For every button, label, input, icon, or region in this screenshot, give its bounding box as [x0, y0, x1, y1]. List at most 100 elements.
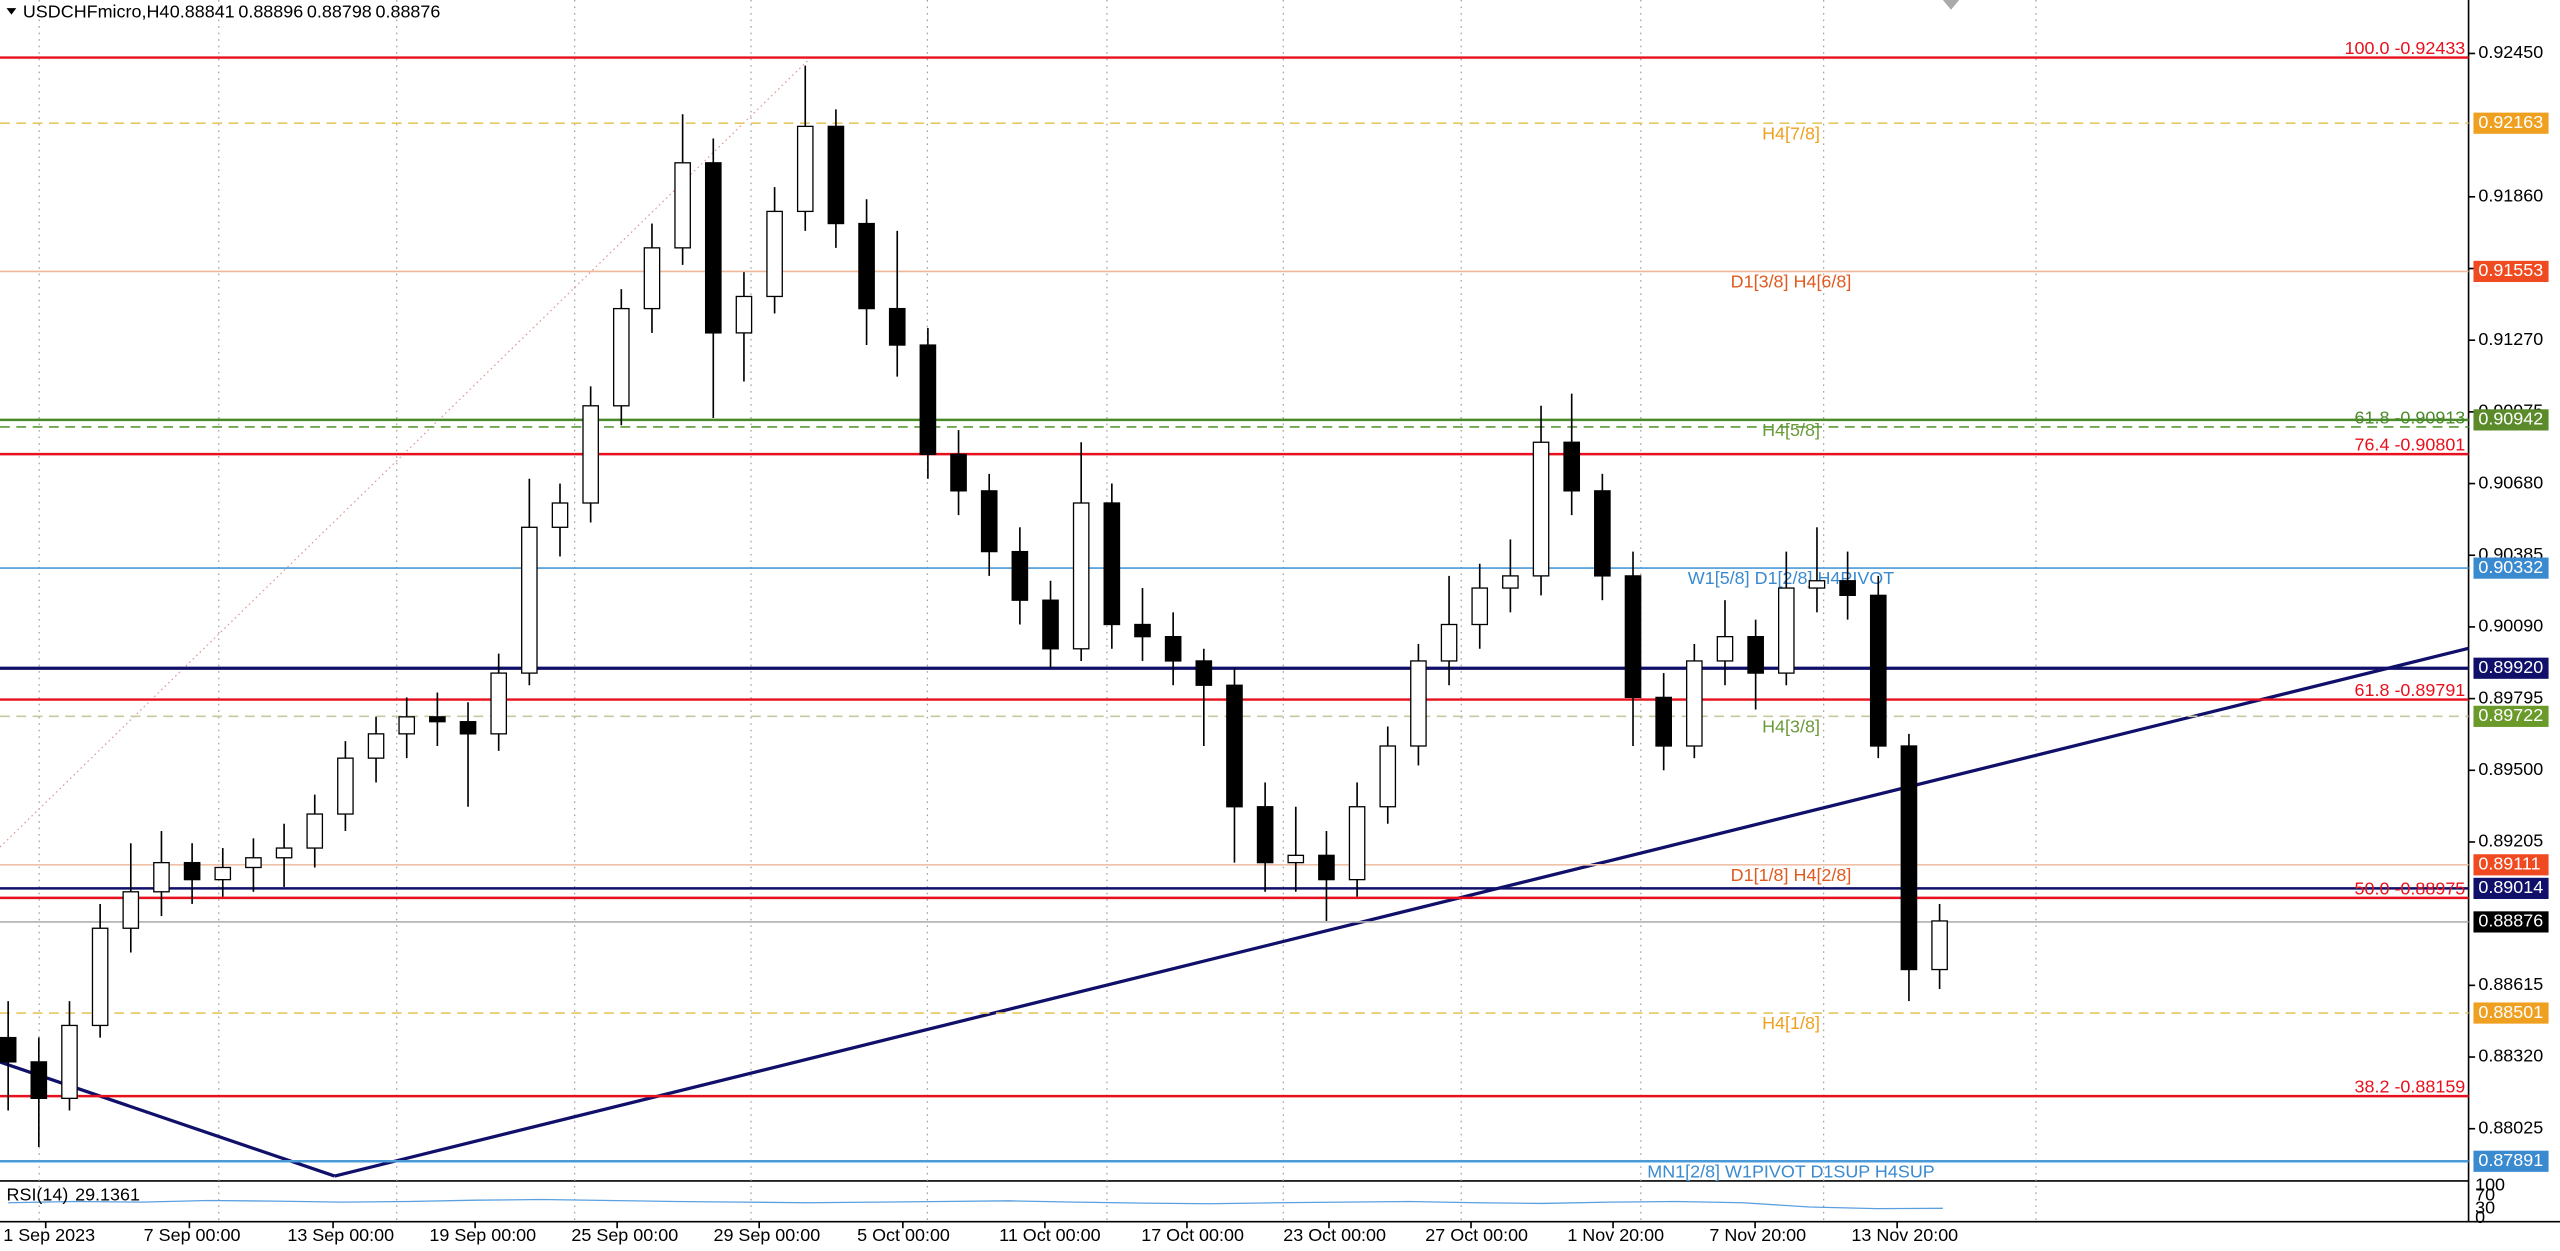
candle-body	[551, 502, 569, 528]
y-tick-label: 0.92450	[2478, 42, 2543, 62]
candle-body	[1410, 660, 1427, 747]
level-label: D1[1/8] H4[2/8]	[1731, 865, 1852, 885]
candle-body	[153, 861, 170, 893]
y-tick-label: 0.88615	[2478, 974, 2543, 994]
candle-body	[704, 162, 722, 334]
level-label: 61.8 -0.89791	[2355, 680, 2466, 700]
candle-body	[674, 162, 691, 249]
rsi-tick-label: 30	[2475, 1197, 2495, 1217]
level-label: 76.4 -0.90801	[2355, 435, 2466, 455]
price-tag-label: 0.90942	[2478, 409, 2543, 429]
candle-body	[1348, 806, 1366, 881]
candle-body	[1869, 594, 1887, 747]
x-tick-label: 27 Oct 00:00	[1425, 1225, 1528, 1245]
x-tick-label: 7 Sep 00:00	[144, 1225, 241, 1245]
y-tick-label: 0.91860	[2478, 186, 2543, 206]
candle-body	[275, 847, 293, 859]
candle-body	[950, 453, 967, 492]
price-tag	[2473, 911, 2549, 933]
candle-body	[214, 866, 232, 881]
candle-body	[1471, 587, 1489, 626]
y-tick-label: 0.89205	[2478, 831, 2543, 851]
ohlc-value: 0.88798	[307, 2, 372, 22]
price-tag-label: 0.90332	[2478, 557, 2543, 577]
candle-body	[1440, 623, 1458, 662]
x-tick-label: 13 Sep 00:00	[287, 1225, 394, 1245]
price-tag-label: 0.87891	[2478, 1150, 2543, 1170]
price-tag-label: 0.89111	[2478, 854, 2540, 874]
candle-body	[1624, 575, 1642, 699]
candle-body	[1072, 502, 1090, 650]
x-tick-label: 29 Sep 00:00	[713, 1225, 820, 1245]
candle-body	[1686, 660, 1703, 747]
price-tag	[2473, 657, 2549, 679]
price-tag-label: 0.88876	[2478, 911, 2543, 931]
candle-body	[766, 210, 783, 298]
candle-body	[1532, 441, 1550, 577]
price-tag-label: 0.88501	[2478, 1002, 2543, 1022]
x-tick-label: 19 Sep 00:00	[429, 1225, 536, 1245]
rsi-tick-label: 100	[2475, 1175, 2505, 1195]
level-label: H4[7/8]	[1762, 123, 1820, 143]
ohlc-value: 0.88876	[376, 2, 441, 22]
candle-body	[888, 307, 906, 346]
price-tag-label: 0.89920	[2478, 657, 2543, 677]
candle-body	[735, 295, 753, 334]
candle-body	[1747, 635, 1764, 674]
price-tag	[2473, 705, 2549, 727]
price-tag	[2473, 260, 2549, 283]
price-tag	[2473, 112, 2549, 134]
price-tag	[2473, 409, 2549, 431]
candle-body	[429, 716, 446, 723]
price-tag	[2473, 557, 2549, 579]
y-tick-label: 0.89500	[2478, 759, 2543, 779]
price-tag	[2473, 877, 2549, 899]
candle-body	[1287, 854, 1305, 864]
y-tick-label: 0.90090	[2478, 616, 2543, 636]
candle-body	[1594, 490, 1611, 577]
symbol-label: USDCHFmicro,H4	[23, 2, 170, 22]
y-tick-label: 0.88025	[2478, 1117, 2543, 1137]
candle-body	[367, 733, 385, 759]
candle-body	[1134, 623, 1151, 638]
x-tick-label: 1 Nov 20:00	[1567, 1225, 1664, 1245]
candle-body	[459, 721, 477, 735]
price-tag-label: 0.89722	[2478, 705, 2543, 725]
price-tag-label: 0.89014	[2478, 877, 2543, 897]
candle-body	[61, 1024, 78, 1099]
candle-body	[796, 125, 814, 213]
candle-body	[0, 1036, 17, 1063]
x-tick-label: 7 Nov 20:00	[1709, 1225, 1806, 1245]
y-tick-label: 0.91270	[2478, 329, 2543, 349]
candle-body	[1195, 660, 1213, 686]
rsi-tick-label: 70	[2475, 1184, 2495, 1204]
candle-body	[1011, 550, 1029, 601]
rsi-tick-label: 0	[2475, 1207, 2485, 1227]
candle-body	[643, 247, 661, 310]
candle-body	[245, 857, 262, 869]
candle-body	[1502, 575, 1519, 589]
candle-body	[919, 344, 937, 456]
candle-body	[1226, 684, 1243, 808]
level-label: MN1[2/8] W1PIVOT D1SUP H4SUP	[1647, 1161, 1935, 1181]
price-tag-label: 0.92163	[2478, 112, 2543, 132]
level-label: W1[5/8] D1[2/8] H4PIVOT	[1688, 568, 1894, 588]
x-tick-label: 13 Nov 20:00	[1851, 1225, 1958, 1245]
candle-body	[858, 222, 875, 310]
candle-body	[1777, 587, 1795, 674]
candle-body	[1164, 635, 1182, 662]
candle-body	[1318, 854, 1335, 881]
rsi-value: 29.1361	[75, 1184, 140, 1204]
candle-body	[1379, 745, 1397, 808]
price-tag-label: 0.91553	[2478, 260, 2543, 280]
x-tick-label: 5 Oct 00:00	[857, 1225, 950, 1245]
rsi-label: RSI(14)	[7, 1184, 69, 1204]
level-label: 50.0 -0.88975	[2355, 878, 2466, 898]
candle-body	[827, 125, 845, 225]
candle-body	[122, 891, 140, 929]
candle-body	[490, 672, 508, 735]
candle-body	[1716, 635, 1734, 662]
